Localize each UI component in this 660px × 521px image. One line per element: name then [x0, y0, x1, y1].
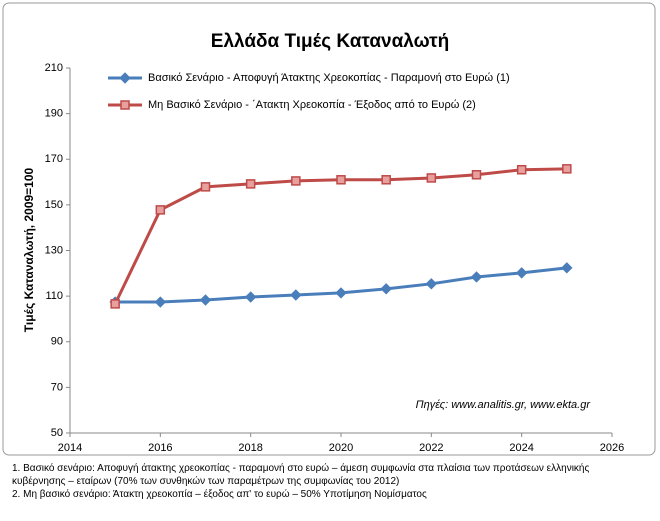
y-tick-label: 130 [45, 244, 63, 256]
point [290, 289, 302, 301]
y-tick-label: 90 [51, 336, 63, 348]
point [426, 173, 437, 183]
legend-marker [120, 100, 130, 110]
point [245, 179, 256, 189]
point [515, 267, 528, 279]
point [336, 175, 346, 185]
point [335, 287, 347, 299]
y-tick-label: 210 [45, 62, 63, 74]
y-tick-label: 150 [45, 199, 63, 211]
chart-border [2, 2, 656, 456]
legend-label: Μη Βασικό Σενάριο - ΄Ατακτη Χρεοκοπία - … [148, 99, 476, 111]
y-tick-label: 170 [45, 153, 63, 165]
point [154, 296, 167, 308]
footnote: 2. Μη βασικό σενάριο: Άτακτη χρεοκοπία –… [12, 489, 427, 500]
point [561, 262, 573, 274]
point [381, 175, 391, 185]
y-tick-label: 110 [45, 290, 63, 302]
y-tick-label: 50 [51, 427, 63, 439]
source-note: Πηγές: www.analitis.gr, www.ekta.gr [416, 399, 592, 411]
point [291, 176, 301, 186]
legend-label: Βασικό Σενάριο - Αποφυγή Άτακτης Χρεοκοπ… [148, 72, 510, 84]
point [244, 291, 257, 303]
x-tick-label: 2026 [600, 442, 624, 454]
y-axis-title: Τιμές Καταναλωτή, 2009=100 [22, 167, 36, 332]
chart-title: Ελλάδα Τιμές Καταναλωτή [211, 31, 449, 52]
x-tick-label: 2014 [58, 442, 82, 454]
point [516, 164, 527, 175]
point [199, 294, 212, 306]
footnotes: 1. Βασικό σενάριο: Αποφυγή άτακτης χρεοκ… [12, 462, 642, 501]
point [425, 278, 438, 290]
x-tick-label: 2016 [148, 442, 172, 454]
chart: Ελλάδα Τιμές Καταναλωτή Τιμές Καταναλωτή… [2, 2, 656, 456]
x-tick-label: 2018 [238, 442, 262, 454]
y-tick-label: 190 [45, 108, 63, 120]
x-tick-label: 2022 [419, 442, 443, 454]
x-tick-label: 2024 [509, 442, 533, 454]
footnote: 1. Βασικό σενάριο: Αποφυγή άτακτης χρεοκ… [12, 463, 590, 487]
point [562, 164, 572, 174]
x-tick-label: 2020 [329, 442, 353, 454]
point [200, 182, 211, 192]
y-tick-label: 70 [51, 381, 63, 393]
point [470, 271, 483, 283]
point [380, 283, 392, 295]
point [471, 170, 482, 180]
point [110, 299, 120, 309]
legend-marker [119, 72, 131, 84]
point [155, 205, 166, 215]
